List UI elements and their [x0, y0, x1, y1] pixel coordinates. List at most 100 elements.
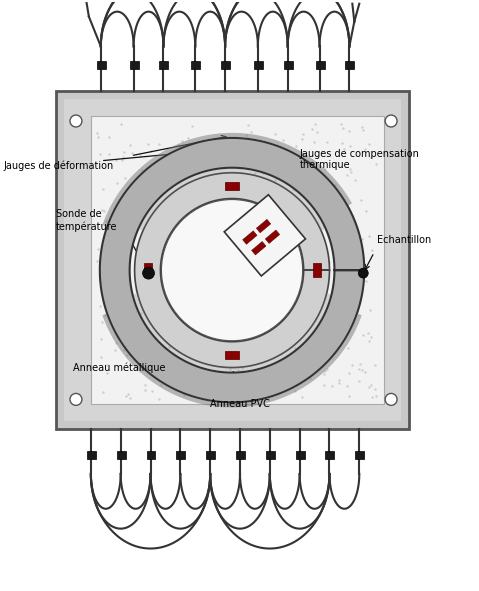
Point — [184, 134, 192, 143]
Polygon shape — [100, 138, 364, 402]
Bar — [265, 230, 280, 243]
Point — [184, 150, 192, 159]
Point — [294, 289, 302, 298]
Point — [293, 142, 300, 151]
Point — [138, 165, 146, 175]
Point — [239, 183, 247, 192]
Point — [319, 221, 327, 230]
Point — [334, 226, 342, 235]
Point — [125, 310, 133, 319]
Point — [120, 345, 127, 355]
Point — [264, 156, 272, 165]
Point — [121, 174, 128, 183]
Point — [312, 272, 319, 281]
Point — [298, 134, 306, 144]
Point — [365, 382, 372, 391]
Point — [162, 162, 170, 171]
Bar — [160, 61, 169, 69]
Point — [118, 219, 126, 229]
Point — [102, 271, 110, 281]
Point — [349, 307, 357, 316]
Text: Jauges de déformation: Jauges de déformation — [3, 161, 114, 171]
Point — [198, 369, 206, 378]
Point — [226, 364, 233, 374]
Point — [294, 359, 301, 369]
Polygon shape — [135, 173, 330, 368]
Point — [183, 379, 191, 389]
Point — [345, 126, 353, 136]
Point — [280, 217, 288, 227]
Point — [156, 139, 163, 148]
Point — [310, 137, 318, 147]
Point — [332, 324, 340, 334]
Point — [366, 306, 374, 315]
Point — [244, 121, 251, 130]
Point — [188, 188, 195, 197]
Point — [237, 357, 244, 366]
Point — [324, 232, 331, 241]
Point — [171, 332, 179, 341]
Bar — [254, 61, 263, 69]
Point — [344, 344, 352, 353]
Point — [262, 368, 270, 378]
Point — [202, 149, 210, 158]
Point — [297, 241, 304, 251]
Point — [194, 184, 202, 193]
Point — [266, 366, 274, 376]
Point — [114, 282, 122, 291]
Point — [211, 173, 218, 182]
Point — [275, 356, 283, 366]
Point — [245, 158, 252, 168]
Point — [302, 159, 309, 168]
Point — [175, 142, 182, 151]
Point — [264, 150, 272, 160]
Point — [305, 310, 312, 320]
Point — [120, 275, 127, 285]
Point — [114, 319, 122, 328]
Point — [276, 341, 284, 350]
Point — [357, 254, 365, 263]
Point — [341, 145, 348, 154]
Point — [310, 197, 318, 206]
Point — [222, 186, 229, 195]
Point — [359, 126, 366, 135]
Point — [363, 276, 370, 285]
Point — [103, 216, 110, 225]
Point — [319, 369, 327, 379]
Point — [298, 392, 306, 402]
Point — [198, 145, 206, 154]
Point — [157, 350, 164, 359]
Point — [289, 185, 297, 194]
Point — [321, 358, 329, 367]
Point — [248, 378, 255, 387]
Point — [315, 269, 322, 279]
Point — [112, 155, 120, 164]
Point — [308, 124, 316, 134]
Point — [132, 196, 139, 205]
Point — [182, 324, 190, 333]
Bar — [316, 61, 324, 69]
Point — [148, 146, 155, 155]
Point — [317, 315, 325, 324]
Point — [256, 375, 263, 385]
Point — [142, 228, 150, 238]
Bar — [91, 116, 384, 404]
Point — [306, 373, 313, 382]
Point — [341, 213, 348, 222]
Point — [365, 139, 373, 149]
Point — [329, 213, 337, 223]
Point — [183, 342, 191, 351]
Bar — [147, 451, 156, 459]
Point — [144, 292, 151, 301]
Point — [319, 358, 327, 368]
Point — [181, 203, 189, 212]
Point — [291, 161, 299, 170]
Point — [249, 155, 257, 165]
Point — [142, 221, 150, 230]
Point — [145, 238, 152, 248]
Point — [132, 285, 139, 294]
Point — [140, 328, 148, 337]
Circle shape — [143, 267, 155, 279]
Point — [328, 381, 336, 391]
Point — [128, 148, 136, 158]
